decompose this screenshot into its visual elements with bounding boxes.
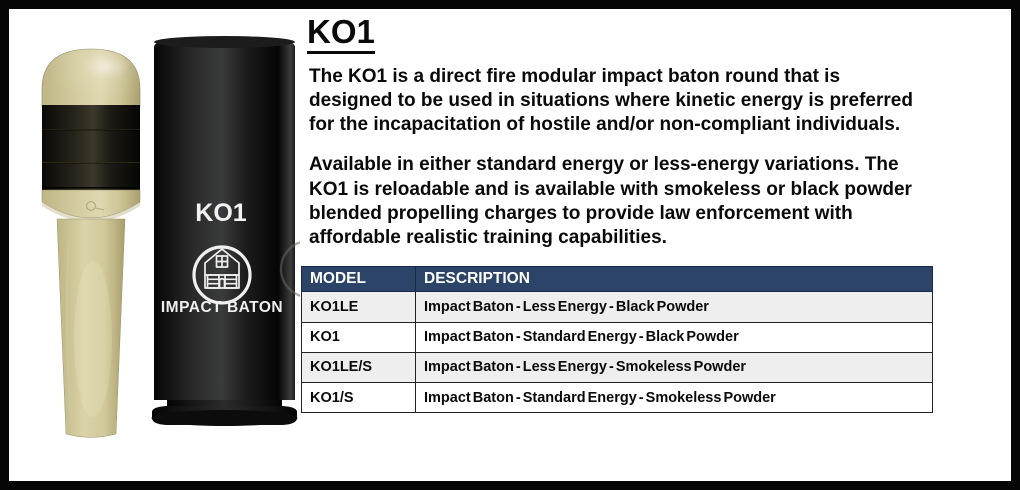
svg-text:IMPACT BATON: IMPACT BATON [161,299,283,316]
svg-text:KO1: KO1 [195,199,247,227]
